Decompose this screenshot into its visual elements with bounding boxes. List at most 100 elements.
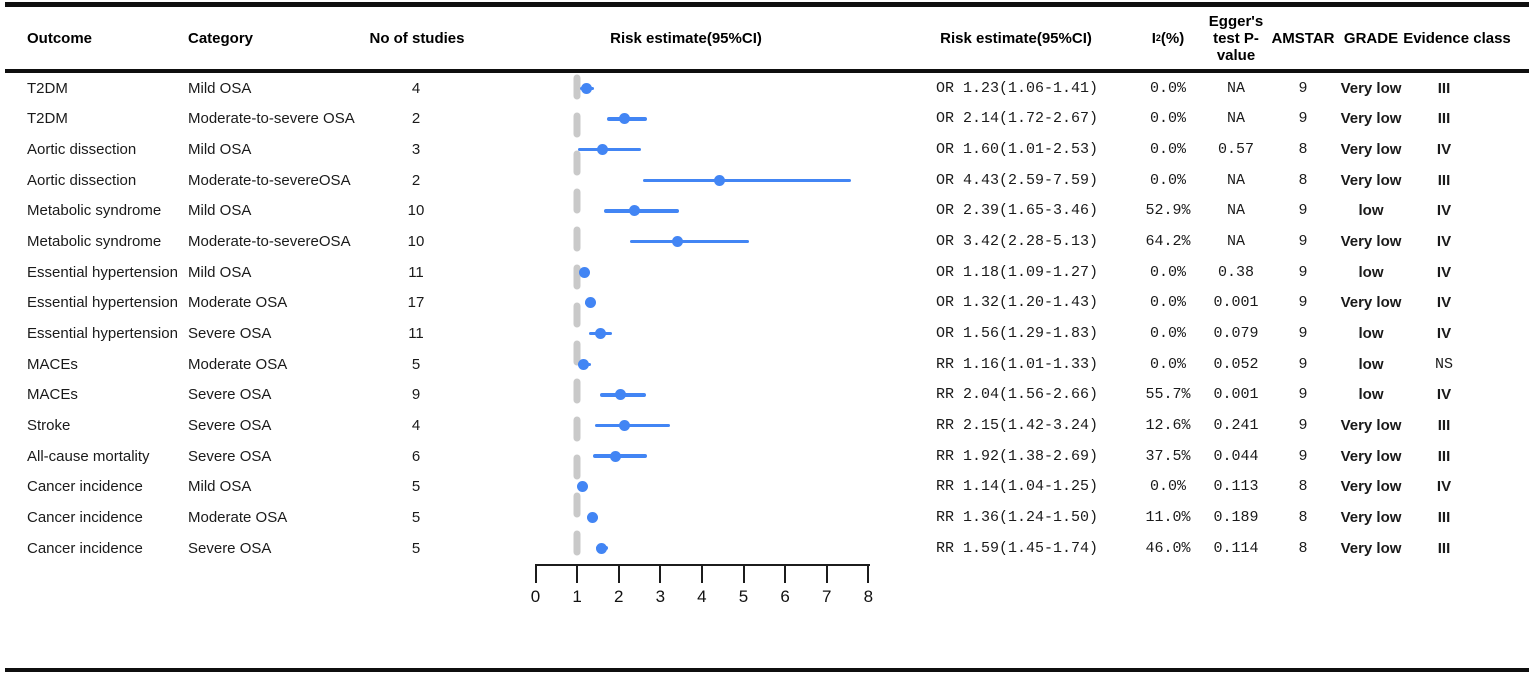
egger-p-value-cell: 0.38 — [1217, 263, 1254, 281]
point-estimate-dot — [584, 297, 596, 309]
amstar-cell: 9 — [1298, 355, 1308, 373]
outcome-cell: Aortic dissection — [27, 171, 137, 189]
evidence-class-cell: IV — [1436, 478, 1452, 496]
amstar-cell: 9 — [1298, 79, 1308, 97]
header-category: Category — [188, 29, 254, 47]
category-cell: Severe OSA — [188, 417, 272, 435]
table-row: MACEs Moderate OSA 5 RR 1.16(1.01-1.33) … — [0, 349, 1535, 380]
amstar-cell: 9 — [1298, 325, 1308, 343]
x-axis-tick-label: 3 — [655, 587, 666, 606]
grade-cell: Very low — [1340, 233, 1402, 251]
evidence-class-cell: III — [1437, 447, 1451, 465]
egger-p-value-cell: 0.079 — [1213, 325, 1259, 343]
egger-p-value-cell: NA — [1226, 110, 1245, 128]
grade-cell: Very low — [1340, 539, 1402, 557]
i-squared-cell: 37.5% — [1145, 447, 1191, 465]
i-squared-cell: 0.0% — [1149, 263, 1186, 281]
category-cell: Moderate OSA — [188, 294, 288, 312]
grade-cell: Very low — [1340, 417, 1402, 435]
x-axis-tick-label: 5 — [738, 587, 749, 606]
risk-estimate-cell: RR 1.16(1.01-1.33) — [936, 355, 1099, 373]
no-of-studies-cell: 5 — [411, 539, 421, 557]
x-axis-tick — [784, 564, 787, 583]
grade-cell: Very low — [1340, 79, 1402, 97]
amstar-cell: 8 — [1298, 509, 1308, 527]
x-axis-tick-label: 0 — [530, 587, 541, 606]
egger-header-line3: value — [1216, 46, 1256, 64]
evidence-class-cell: IV — [1436, 233, 1452, 251]
category-cell: Moderate-to-severeOSA — [188, 233, 351, 251]
egger-p-value-cell: 0.052 — [1213, 355, 1259, 373]
point-estimate-dot — [578, 358, 590, 370]
egger-p-value-cell: 0.001 — [1213, 294, 1259, 312]
evidence-class-cell: IV — [1436, 325, 1452, 343]
amstar-cell: 9 — [1298, 386, 1308, 404]
table-row: Metabolic syndrome Mild OSA 10 OR 2.39(1… — [0, 196, 1535, 227]
i-squared-cell: 46.0% — [1145, 539, 1191, 557]
point-estimate-dot — [596, 144, 608, 156]
x-axis-tick — [742, 564, 745, 583]
egger-header-line1: Egger's — [1208, 12, 1264, 30]
grade-cell: low — [1358, 263, 1384, 281]
confidence-interval-line — [604, 209, 680, 213]
grade-cell: Very low — [1340, 447, 1402, 465]
egger-p-value-cell: 0.001 — [1213, 386, 1259, 404]
evidence-class-cell: IV — [1436, 386, 1452, 404]
point-estimate-dot — [714, 174, 726, 186]
amstar-cell: 8 — [1298, 539, 1308, 557]
outcome-cell: Metabolic syndrome — [27, 233, 162, 251]
outcome-cell: Cancer incidence — [27, 539, 143, 557]
x-axis-tick-label: 1 — [572, 587, 582, 606]
category-cell: Moderate OSA — [188, 509, 288, 527]
point-estimate-dot — [629, 205, 641, 217]
no-of-studies-cell: 2 — [411, 171, 421, 189]
outcome-cell: Aortic dissection — [27, 141, 137, 159]
table-row: Aortic dissection Mild OSA 3 OR 1.60(1.0… — [0, 134, 1535, 165]
category-cell: Severe OSA — [188, 386, 272, 404]
header-i-squared: I 2 (%) — [1151, 29, 1185, 47]
amstar-cell: 9 — [1298, 294, 1308, 312]
point-estimate-dot — [672, 236, 684, 248]
category-cell: Mild OSA — [188, 79, 252, 97]
outcome-cell: Essential hypertension — [27, 325, 178, 343]
null-reference-line — [573, 74, 581, 562]
i-squared-cell: 0.0% — [1149, 294, 1186, 312]
category-cell: Mild OSA — [188, 478, 252, 496]
x-axis-tick — [825, 564, 828, 583]
grade-cell: low — [1358, 325, 1384, 343]
no-of-studies-cell: 5 — [411, 478, 421, 496]
egger-p-value-cell: NA — [1226, 202, 1245, 220]
confidence-interval-line — [594, 423, 671, 428]
no-of-studies-cell: 11 — [408, 325, 424, 343]
category-cell: Mild OSA — [188, 141, 252, 159]
table-body: T2DM Mild OSA 4 OR 1.23(1.06-1.41) 0.0% … — [0, 73, 1535, 564]
no-of-studies-cell: 2 — [411, 110, 421, 128]
no-of-studies-cell: 6 — [411, 447, 421, 465]
i-squared-cell: 0.0% — [1149, 171, 1186, 189]
grade-cell: low — [1358, 386, 1384, 404]
table-row: T2DM Moderate-to-severe OSA 2 OR 2.14(1.… — [0, 104, 1535, 135]
evidence-class-cell: III — [1437, 539, 1451, 557]
egger-p-value-cell: 0.044 — [1213, 447, 1259, 465]
grade-cell: Very low — [1340, 171, 1402, 189]
outcome-cell: MACEs — [27, 386, 78, 404]
egger-p-value-cell: NA — [1226, 171, 1245, 189]
risk-estimate-cell: OR 2.39(1.65-3.46) — [936, 202, 1099, 220]
evidence-class-cell: III — [1437, 417, 1451, 435]
i-squared-cell: 55.7% — [1145, 386, 1191, 404]
x-axis-tick-label: 8 — [863, 587, 874, 606]
point-estimate-dot — [579, 266, 591, 278]
no-of-studies-cell: 4 — [411, 79, 421, 97]
table-row: Cancer incidence Moderate OSA 5 RR 1.36(… — [0, 502, 1535, 533]
amstar-cell: 8 — [1298, 171, 1308, 189]
amstar-cell: 9 — [1298, 447, 1308, 465]
i-squared-cell: 0.0% — [1149, 478, 1186, 496]
amstar-cell: 9 — [1298, 417, 1308, 435]
evidence-class-cell: III — [1437, 110, 1451, 128]
table-row: MACEs Severe OSA 9 RR 2.04(1.56-2.66) 55… — [0, 380, 1535, 411]
header-evidence-class: Evidence class — [1403, 29, 1511, 47]
egger-header-line2: test P- — [1213, 29, 1259, 47]
category-cell: Moderate OSA — [188, 355, 288, 373]
table-row: All-cause mortality Severe OSA 6 RR 1.92… — [0, 441, 1535, 472]
